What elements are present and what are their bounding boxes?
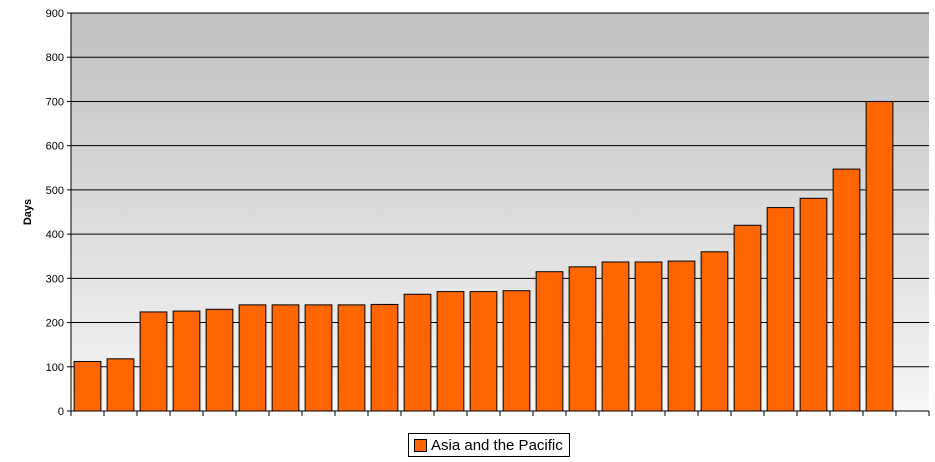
bar: [107, 359, 134, 411]
bar: [866, 101, 893, 411]
bar: [206, 309, 233, 411]
bar: [503, 291, 530, 411]
bar: [734, 225, 761, 411]
y-tick-label: 200: [46, 318, 64, 330]
bar: [701, 252, 728, 411]
bar: [800, 198, 827, 411]
bar: [635, 262, 662, 411]
bar: [437, 292, 464, 411]
bar: [305, 305, 332, 411]
y-tick-label: 900: [46, 8, 64, 20]
bar: [404, 294, 431, 411]
y-tick-label: 300: [46, 273, 64, 285]
bar: [569, 267, 596, 411]
bar: [338, 305, 365, 411]
y-tick-label: 400: [46, 229, 64, 241]
y-tick-label: 0: [58, 406, 64, 418]
bar: [767, 208, 794, 411]
y-tick-label: 700: [46, 96, 64, 108]
bar: [239, 305, 266, 411]
bar: [371, 304, 398, 411]
bar: [470, 292, 497, 411]
y-axis-label: Days: [22, 199, 34, 225]
bar: [173, 311, 200, 411]
bar: [668, 261, 695, 411]
bar: [602, 262, 629, 411]
y-tick-labels: 0 100 200 300 400 500 600 700 800 900: [46, 8, 71, 418]
y-tick-label: 500: [46, 185, 64, 197]
y-tick-label: 100: [46, 362, 64, 374]
y-tick-label: 600: [46, 141, 64, 153]
legend-label: Asia and the Pacific: [431, 437, 563, 454]
bar: [272, 305, 299, 411]
legend: Asia and the Pacific: [408, 433, 570, 457]
bar: [74, 361, 101, 411]
bar: [536, 272, 563, 411]
bar: [833, 169, 860, 411]
legend-swatch: [414, 439, 427, 452]
bar: [140, 312, 167, 411]
y-tick-label: 800: [46, 52, 64, 64]
